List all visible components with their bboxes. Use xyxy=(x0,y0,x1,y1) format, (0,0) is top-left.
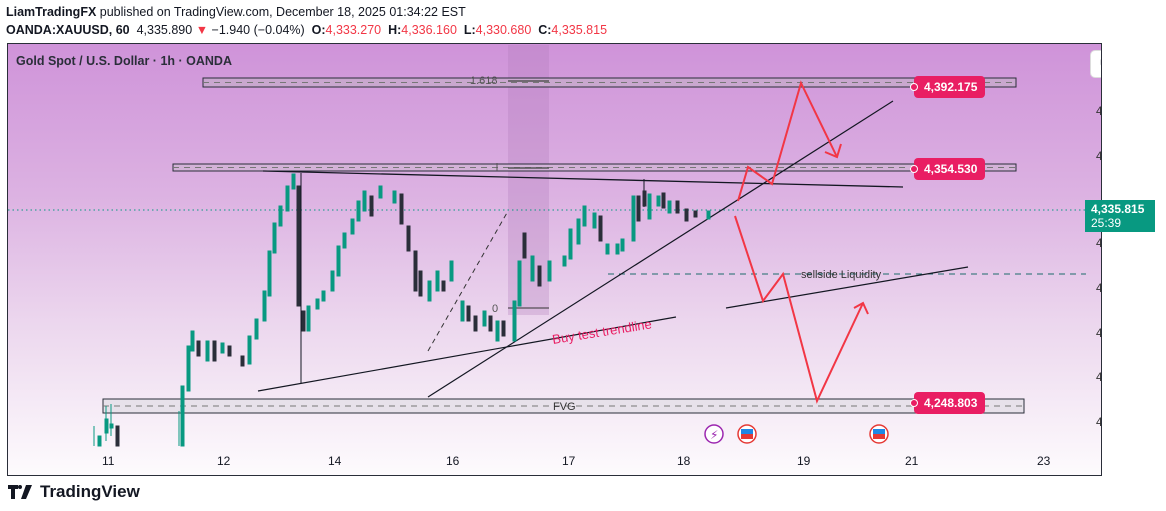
change: −1.940 (−0.04%) xyxy=(211,23,305,37)
event-icons: ⚡ xyxy=(704,424,889,444)
zone-1618 xyxy=(202,77,1017,88)
svg-text:4,380.000: 4,380.000 xyxy=(1096,106,1101,118)
down-arrow-icon: ▼ xyxy=(195,23,209,37)
currency-button[interactable]: USD xyxy=(1090,50,1101,78)
svg-text:4,280.000: 4,280.000 xyxy=(1096,328,1101,340)
high-value: 4,336.160 xyxy=(401,23,457,37)
last-price: 4,335.815 xyxy=(1091,202,1145,216)
price: 4,335.890 xyxy=(136,23,193,37)
tradingview-logo[interactable]: TradingView xyxy=(8,482,140,502)
buy-test-label: Buy test trendline xyxy=(551,316,653,347)
fib-0-label: 0 xyxy=(492,303,498,315)
price-label-1618[interactable]: 4,392.175 xyxy=(909,76,986,98)
price-label-resistance[interactable]: 4,354.530 xyxy=(909,158,986,180)
last-price-badge: 4,335.815 25:39 xyxy=(1085,200,1155,232)
publish-header: LiamTradingFX published on TradingView.c… xyxy=(6,3,607,39)
projection-arrows xyxy=(734,80,869,404)
low-value: 4,330.680 xyxy=(475,23,532,37)
svg-text:23: 23 xyxy=(1037,454,1051,468)
open-label: O: xyxy=(311,23,326,37)
close-value: 4,335.815 xyxy=(551,23,608,37)
upper-trendline xyxy=(262,170,904,188)
svg-text:4,260.000: 4,260.000 xyxy=(1096,372,1101,384)
sellside-label: sellside Liquidity xyxy=(801,269,882,281)
svg-text:4,320.000: 4,320.000 xyxy=(1096,238,1101,250)
symbol-label: OANDA:XAUUSD, 60 xyxy=(6,23,130,37)
svg-text:4,240.000: 4,240.000 xyxy=(1096,417,1101,429)
svg-text:17: 17 xyxy=(562,454,576,468)
svg-text:⚡: ⚡ xyxy=(710,428,718,442)
svg-text:16: 16 xyxy=(446,454,460,468)
fib-1618-label: 1.618 xyxy=(470,75,498,87)
countdown: 25:39 xyxy=(1091,216,1122,230)
ascending-trendline xyxy=(427,100,894,398)
chart-canvas[interactable]: 1.618 0 sellside Liquidity Buy test tren… xyxy=(8,44,1101,475)
close-label: C: xyxy=(538,23,552,37)
high-label: H: xyxy=(388,23,402,37)
chart-title: Gold Spot / U.S. Dollar · 1h · OANDA xyxy=(16,54,232,68)
fvg-label: FVG xyxy=(553,401,576,413)
svg-text:19: 19 xyxy=(797,454,811,468)
svg-text:21: 21 xyxy=(905,454,919,468)
price-label-fvg[interactable]: 4,248.803 xyxy=(909,392,986,414)
open-value: 4,333.270 xyxy=(325,23,382,37)
price-axis: 4,380.000 4,360.000 4,320.000 4,300.000 … xyxy=(1096,106,1101,429)
lower-trendline-a xyxy=(257,316,677,392)
svg-text:12: 12 xyxy=(217,454,231,468)
lower-trendline-b xyxy=(725,266,969,309)
svg-text:11: 11 xyxy=(102,454,115,468)
time-axis: 11 12 14 16 17 18 19 21 23 xyxy=(102,454,1051,468)
svg-text:18: 18 xyxy=(677,454,691,468)
low-label: L: xyxy=(463,23,476,37)
ohlc-line: OANDA:XAUUSD, 60 4,335.890 ▼ −1.940 (−0.… xyxy=(6,21,607,39)
brand-name: TradingView xyxy=(40,482,140,501)
candles xyxy=(93,173,711,447)
zone-fvg xyxy=(102,398,1025,414)
chart-pane[interactable]: 1.618 0 sellside Liquidity Buy test tren… xyxy=(7,43,1102,476)
tradingview-logo-icon xyxy=(8,485,32,499)
svg-text:4,360.000: 4,360.000 xyxy=(1096,151,1101,163)
svg-text:14: 14 xyxy=(328,454,342,468)
svg-text:4,300.000: 4,300.000 xyxy=(1096,283,1101,295)
highlight-column xyxy=(508,45,549,315)
publisher-name[interactable]: LiamTradingFX xyxy=(6,5,97,19)
published-text: published on TradingView.com, December 1… xyxy=(99,5,466,19)
zone-resistance xyxy=(172,163,1017,172)
